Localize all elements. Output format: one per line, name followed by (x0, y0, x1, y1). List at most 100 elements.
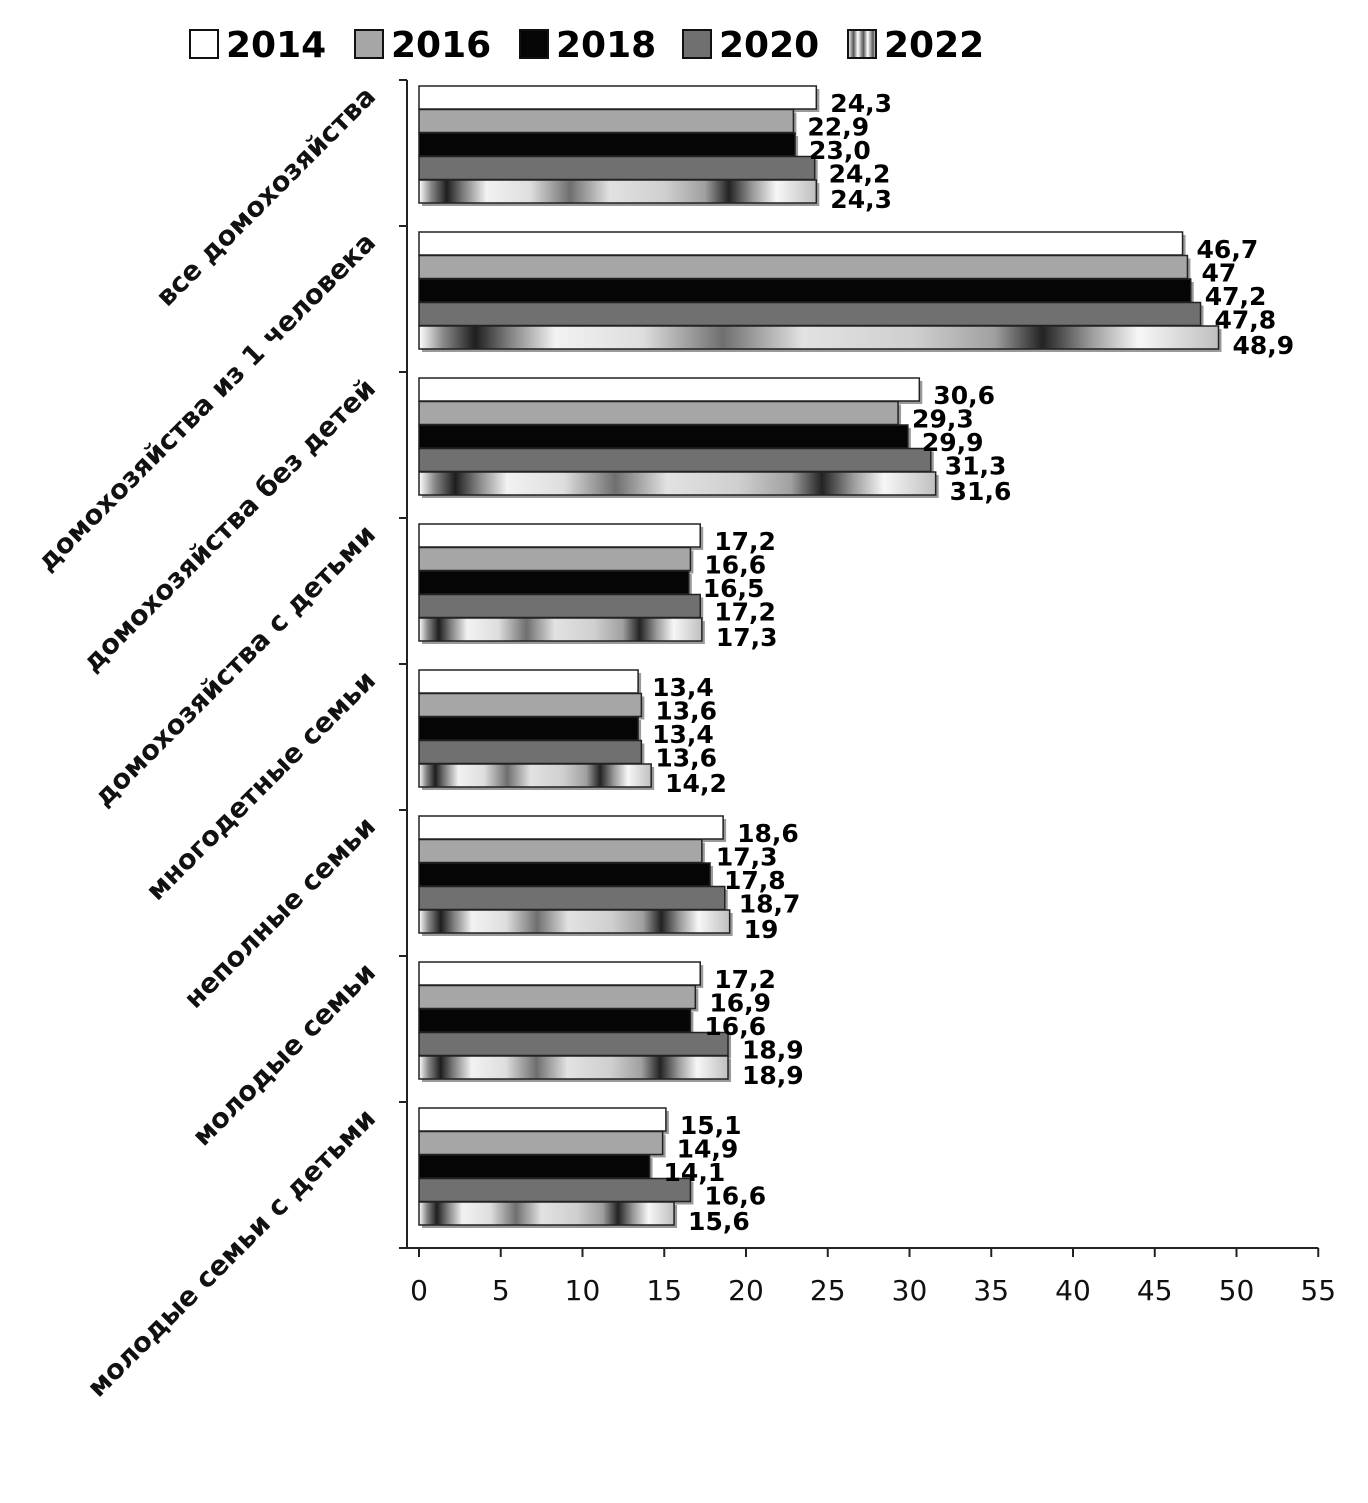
value-label: 14,9 (677, 1135, 739, 1164)
bar (418, 909, 731, 934)
bar (418, 1201, 675, 1226)
bar (418, 377, 921, 402)
bar (418, 1130, 664, 1156)
value-label: 13,4 (652, 673, 714, 702)
category-label: домохозяйства с детьми (88, 519, 382, 813)
value-label: 46,7 (1197, 235, 1259, 264)
value-label: 24,3 (830, 185, 892, 214)
bar (418, 132, 796, 157)
value-label: 23,0 (809, 136, 871, 165)
value-label: 24,2 (829, 160, 891, 189)
value-label: 17,3 (716, 623, 778, 652)
value-label: 18,7 (739, 890, 801, 919)
value-label: 17,8 (724, 866, 786, 895)
x-tick-label: 5 (492, 1274, 510, 1307)
value-label: 13,6 (655, 697, 717, 726)
value-label: 31,3 (945, 452, 1007, 481)
value-label: 16,6 (704, 1182, 766, 1211)
bar (418, 400, 899, 426)
category-label: домохозяйства из 1 человека (32, 227, 382, 577)
bar (418, 325, 1220, 350)
legend: 2014 2016 2018 2020 2022 (189, 25, 984, 66)
bar (418, 1055, 729, 1080)
value-label: 15,1 (680, 1111, 742, 1140)
bar (418, 85, 818, 110)
value-label: 16,6 (704, 551, 766, 580)
bar (418, 447, 932, 473)
value-label: 17,2 (714, 598, 776, 627)
value-label: 14,2 (665, 769, 727, 798)
x-tick-label: 40 (1055, 1274, 1091, 1307)
x-tick-label: 15 (646, 1274, 682, 1307)
value-label: 16,9 (709, 989, 771, 1018)
value-label: 13,4 (652, 720, 714, 749)
value-label: 47 (1201, 259, 1236, 288)
value-label: 17,3 (716, 843, 778, 872)
bar (418, 862, 711, 887)
category-label: молодые семьи с детьми (82, 1103, 382, 1403)
bar (418, 669, 639, 694)
bar (418, 546, 692, 572)
bar (418, 961, 701, 986)
bar (418, 424, 909, 449)
bar (418, 570, 690, 595)
legend-label: 2022 (884, 25, 984, 66)
bar (418, 231, 1184, 256)
value-label: 29,9 (922, 428, 984, 457)
legend-swatch (519, 29, 549, 59)
bar (418, 1031, 729, 1057)
bar (418, 1107, 667, 1132)
x-tick-label: 35 (973, 1274, 1009, 1307)
category-label: домохозяйства без детей (77, 373, 382, 678)
bar (418, 838, 703, 864)
bar (418, 155, 816, 181)
bar (418, 278, 1192, 303)
value-label: 18,6 (737, 819, 799, 848)
value-label: 15,6 (688, 1207, 750, 1236)
legend-label: 2016 (391, 25, 491, 66)
legend-label: 2020 (719, 25, 819, 66)
value-label: 22,9 (807, 113, 869, 142)
bar (418, 179, 818, 204)
value-label: 19 (744, 915, 779, 944)
value-label: 47,2 (1205, 282, 1267, 311)
bar (418, 1154, 651, 1179)
bar (418, 885, 726, 911)
value-label: 29,3 (912, 405, 974, 434)
bar (418, 692, 643, 718)
value-label: 48,9 (1233, 331, 1295, 360)
bar (418, 1177, 692, 1203)
legend-swatch (354, 29, 384, 59)
bar (418, 716, 639, 741)
x-tick-label: 30 (892, 1274, 928, 1307)
x-tick-label: 10 (565, 1274, 601, 1307)
x-tick-label: 45 (1137, 1274, 1173, 1307)
data-labels: 24,3 46,7 30,6 17,2 13,4 18,6 17,2 15,1 22,9 47 29… (652, 89, 1294, 1236)
value-label: 30,6 (933, 381, 995, 410)
value-label: 16,5 (703, 574, 765, 603)
value-label: 24,3 (830, 89, 892, 118)
bar (418, 1008, 692, 1033)
bar (418, 254, 1189, 280)
bar (418, 739, 643, 765)
value-label: 13,6 (655, 744, 717, 773)
bar (418, 108, 795, 134)
bar (418, 763, 652, 788)
bar (418, 523, 701, 548)
bar (418, 301, 1202, 327)
legend-swatch (189, 29, 219, 59)
x-tick-label: 0 (410, 1274, 428, 1307)
value-label: 14,1 (664, 1158, 726, 1187)
bars (418, 85, 1222, 1228)
x-tick-label: 20 (728, 1274, 764, 1307)
value-label: 17,2 (714, 527, 776, 556)
value-label: 16,6 (704, 1012, 766, 1041)
legend-swatch (847, 29, 877, 59)
legend-label: 2018 (556, 25, 656, 66)
bar (418, 471, 937, 496)
bar (418, 984, 697, 1010)
bar (418, 593, 701, 619)
value-label: 17,2 (714, 965, 776, 994)
value-label: 31,6 (950, 477, 1012, 506)
